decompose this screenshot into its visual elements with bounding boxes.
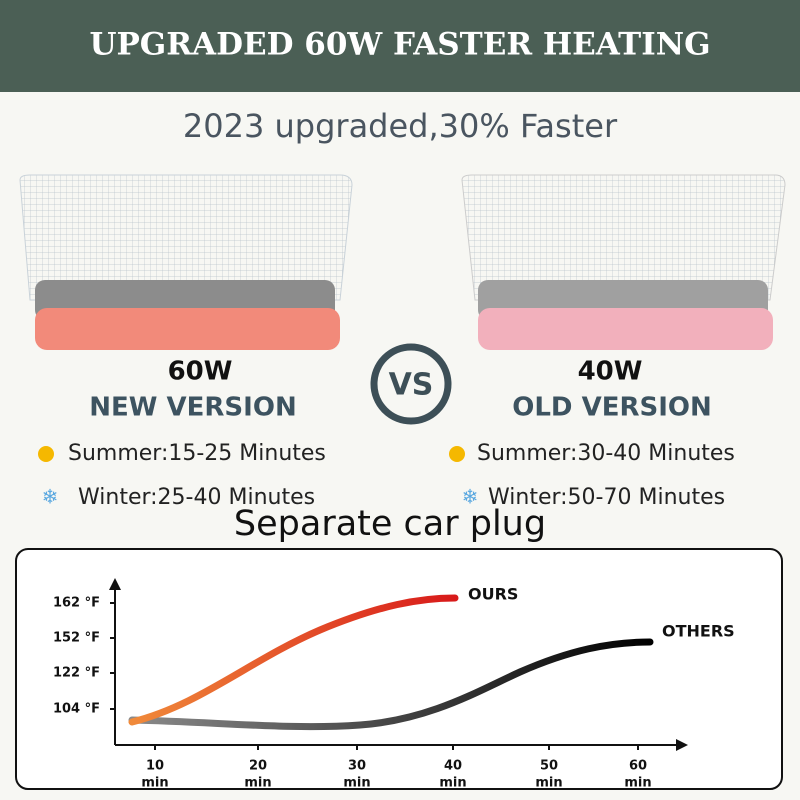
y-tick-label: 152 °F xyxy=(53,631,100,646)
new-basket xyxy=(19,174,353,350)
old-summer: Summer:30-40 Minutes xyxy=(477,441,735,466)
header-band xyxy=(0,0,800,92)
new-winter: Winter:25-40 Minutes xyxy=(78,485,315,510)
sun-icon xyxy=(38,446,54,462)
x-tick-number: 30 xyxy=(348,759,366,774)
old-power: 40W xyxy=(578,357,643,387)
title: UPGRADED 60W FASTER HEATING xyxy=(89,27,710,63)
y-arrow xyxy=(109,578,121,590)
x-tick-number: 50 xyxy=(540,759,558,774)
new-power: 60W xyxy=(168,357,233,387)
new-summer: Summer:15-25 Minutes xyxy=(68,441,326,466)
others-curve xyxy=(128,638,654,731)
subtitle: 2023 upgraded,30% Faster xyxy=(183,107,618,145)
sun-icon xyxy=(449,446,465,462)
y-tick-label: 122 °F xyxy=(53,666,100,681)
x-tick-unit: min xyxy=(343,776,370,791)
x-tick-unit: min xyxy=(439,776,466,791)
ours-curve xyxy=(128,594,459,726)
old-label: OLD VERSION xyxy=(512,393,711,423)
x-tick-unit: min xyxy=(624,776,651,791)
vs: VS xyxy=(389,368,434,403)
y-tick-label: 162 °F xyxy=(53,596,100,611)
x-tick-unit: min xyxy=(141,776,168,791)
x-tick-number: 60 xyxy=(629,759,647,774)
graph-frame xyxy=(15,548,783,790)
x-tick-number: 20 xyxy=(249,759,267,774)
x-tick-number: 10 xyxy=(146,759,164,774)
x-tick-unit: min xyxy=(535,776,562,791)
x-tick-number: 40 xyxy=(444,759,462,774)
new-label: NEW VERSION xyxy=(89,393,296,423)
ours-label: OURS xyxy=(468,585,518,604)
old-basket xyxy=(461,174,786,350)
others-label: OTHERS xyxy=(662,622,735,641)
snow-icon: ❄ xyxy=(462,485,479,509)
old-winter: Winter:50-70 Minutes xyxy=(488,485,725,510)
snow-icon: ❄ xyxy=(42,485,59,509)
x-arrow xyxy=(676,739,688,751)
x-tick-unit: min xyxy=(244,776,271,791)
caption: Separate car plug xyxy=(234,504,546,544)
y-tick-label: 104 °F xyxy=(53,702,100,717)
vs-ring xyxy=(370,343,452,425)
